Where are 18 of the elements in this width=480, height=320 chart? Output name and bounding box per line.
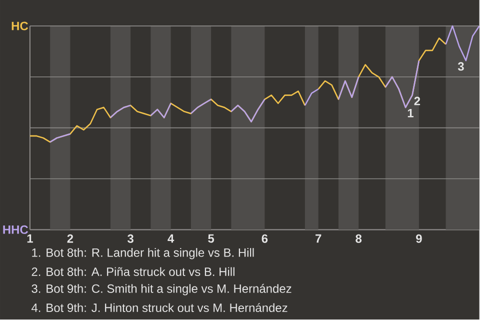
x-tick-label: 8 bbox=[356, 234, 362, 244]
x-tick-label: 9 bbox=[416, 234, 422, 244]
x-tick-label: 6 bbox=[262, 234, 268, 244]
text: HHC bbox=[3, 226, 28, 234]
x-tick-label: 7 bbox=[316, 234, 322, 243]
x-tick-label: 2 bbox=[67, 234, 74, 243]
x-tick-label: 1 bbox=[27, 234, 33, 243]
x-tick-label: 3 bbox=[128, 234, 134, 244]
x-tick-label: 4 bbox=[168, 234, 174, 243]
text: HC bbox=[12, 22, 28, 30]
annotation: 1 bbox=[408, 109, 414, 118]
x-tick-label: 5 bbox=[208, 234, 214, 243]
annotation: 2 bbox=[414, 97, 420, 106]
text: 1. Bot 8th: R. Lander hit a single vs B. Hill bbox=[32, 248, 254, 260]
text: 4. Bot 9th: J. Hinton struck out vs M. Hernández bbox=[32, 303, 288, 312]
text: 2. Bot 8th: A. Piña struck out vs B. Hill bbox=[32, 267, 234, 276]
text: 3. Bot 9th: C. Smith hit a single vs M. Hernández bbox=[32, 284, 292, 296]
annotation: 3 bbox=[458, 62, 464, 71]
